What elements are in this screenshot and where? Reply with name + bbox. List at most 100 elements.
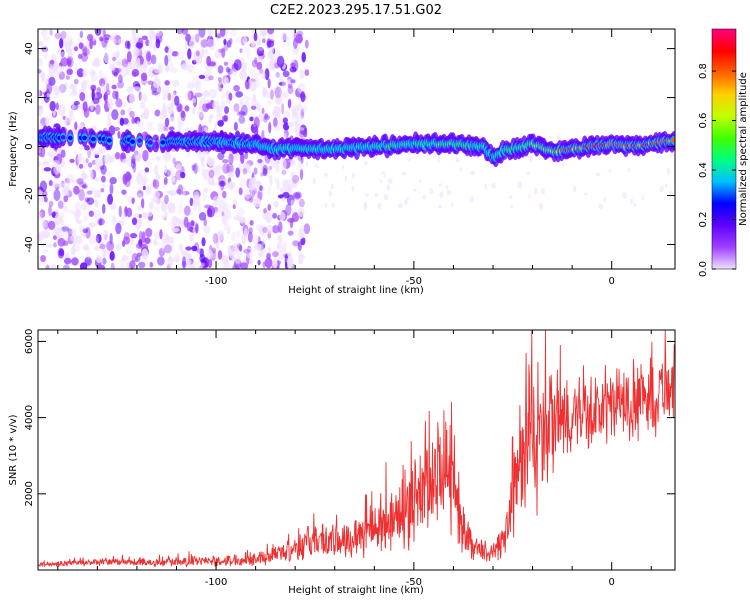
spectrogram-noise-blob [300,91,306,103]
spectrogram-noise-blob [110,262,115,269]
spectrogram-noise-blob [167,105,174,115]
spectrogram-noise-blob [103,91,108,103]
spectrogram-noise-blob [228,153,234,165]
snr-xlabel: Height of straight line (km) [288,585,424,596]
spectrogram-noise-blob [509,204,514,209]
spectrogram-noise-blob [276,240,281,250]
spectrogram-noise-blob [54,85,60,96]
spectrogram-noise-blob [38,144,42,156]
spectrogram-noise-blob [193,194,201,207]
spectrogram-noise-blob [387,178,393,184]
spectrogram-noise-blob [80,81,86,90]
spectrogram-noise-blob [192,51,200,63]
spectrogram-noise-blob [194,33,200,43]
spectrogram-noise-blob [233,103,240,112]
spectrogram-noise-blob [178,202,184,215]
spectrogram-noise-blob [265,212,273,224]
spectrogram-noise-blob [63,205,68,212]
spectrogram-noise-blob [439,191,444,199]
spectrogram-noise-blob [42,189,48,199]
spectrogram-noise-blob [91,59,100,68]
spectrogram-noise-blob [94,177,100,182]
spectrogram-noise-blob [196,111,201,118]
spectrogram-noise-blob [80,52,89,62]
spectrogram-noise-blob [236,110,245,117]
colorbar-tick-label: 0.6 [698,113,709,129]
spectrogram-noise-blob [206,208,213,218]
spectrogram-noise-blob [203,89,210,98]
spectrogram-noise-blob [66,68,74,76]
spectrogram-noise-blob [130,158,136,169]
spectrogram-noise-blob [94,199,99,208]
spectrogram-noise-blob [121,240,126,248]
spectrogram-noise-blob [217,65,224,74]
spectrogram-noise-blob [239,48,243,53]
spectrogram-noise-blob [74,121,78,131]
spectrogram-noise-blob [99,165,105,170]
spectrogram-noise-blob [294,122,299,128]
spectrogram-noise-blob [95,233,102,244]
spectrogram-noise-blob [298,228,306,239]
spectrogram-noise-blob [165,190,173,195]
snr-ytick-label: 6000 [24,329,35,354]
spectrogram-noise-blob [254,72,263,77]
spectrogram-noise-blob [86,197,95,205]
spectrogram-noise-blob [279,250,285,261]
spectrogram-noise-blob [43,49,48,60]
spectrogram-noise-blob [172,255,181,263]
spectrogram-noise-blob [283,110,291,119]
spectrogram-noise-blob [131,217,138,226]
spectrogram-noise-blob [159,229,163,240]
spectrogram-noise-blob [293,192,301,200]
spectrogram-noise-blob [206,249,214,260]
spectrogram-noise-blob [245,162,251,170]
spectrogram-noise-blob [120,66,128,78]
spectrogram-noise-blob [38,123,44,130]
spectrogram-noise-blob [297,207,305,218]
spectrogram-noise-blob [218,180,226,187]
spectrogram-noise-blob [62,230,69,241]
spectrogram-noise-blob [214,209,223,218]
spectrogram-noise-blob [199,111,204,121]
spectrogram-noise-blob [138,91,142,101]
spectrogram-noise-blob [57,200,64,209]
spectrogram-noise-blob [292,174,300,184]
spectrogram-noise-blob [168,116,176,122]
spectrogram-noise-blob [253,167,258,175]
spectrogram-noise-blob [53,227,62,234]
spectrogram-noise-blob [233,59,242,71]
spectrogram-noise-blob [162,102,167,114]
spectrogram-noise-blob [153,238,157,246]
spectrogram-noise-blob [226,163,234,174]
spectrogram-noise-blob [131,197,135,204]
spectrogram-noise-blob [173,90,177,96]
spectrogram-noise-blob [76,153,82,166]
spectrogram-ridge-core [90,136,96,142]
spectrogram-noise-blob [215,111,223,122]
spectrogram-noise-blob [207,29,213,37]
spectrogram-noise-blob [290,79,296,84]
spectrogram-noise-blob [83,79,90,85]
spectrogram-noise-blob [60,57,69,67]
spectrogram-noise-blob [102,229,109,241]
spectrogram-noise-blob [264,257,273,269]
spectrogram-noise-blob [40,29,48,37]
spectrogram-noise-blob [197,106,204,118]
spectrogram-noise-blob [73,78,79,85]
spectrogram-noise-blob [46,243,54,248]
spectrogram-ridge-core [107,138,112,143]
spectrogram-noise-blob [541,188,546,195]
spectrogram-noise-blob [629,198,634,205]
spectrogram-noise-blob [603,196,606,203]
spectrogram-noise-blob [292,240,300,247]
spectrogram-noise-blob [272,251,279,258]
spectrogram-noise-blob [281,242,288,253]
spectrogram-noise-blob [234,256,242,265]
spectrogram-noise-blob [91,69,95,77]
spectrogram-noise-blob [168,221,173,227]
spectrogram-noise-blob [667,168,671,175]
colorbar-tick-label: 0.8 [698,63,709,79]
spectrogram-noise-blob [101,37,107,48]
spectrogram-ylabel: Frequency (Hz) [8,111,19,187]
spectrogram-noise-blob [185,246,192,251]
